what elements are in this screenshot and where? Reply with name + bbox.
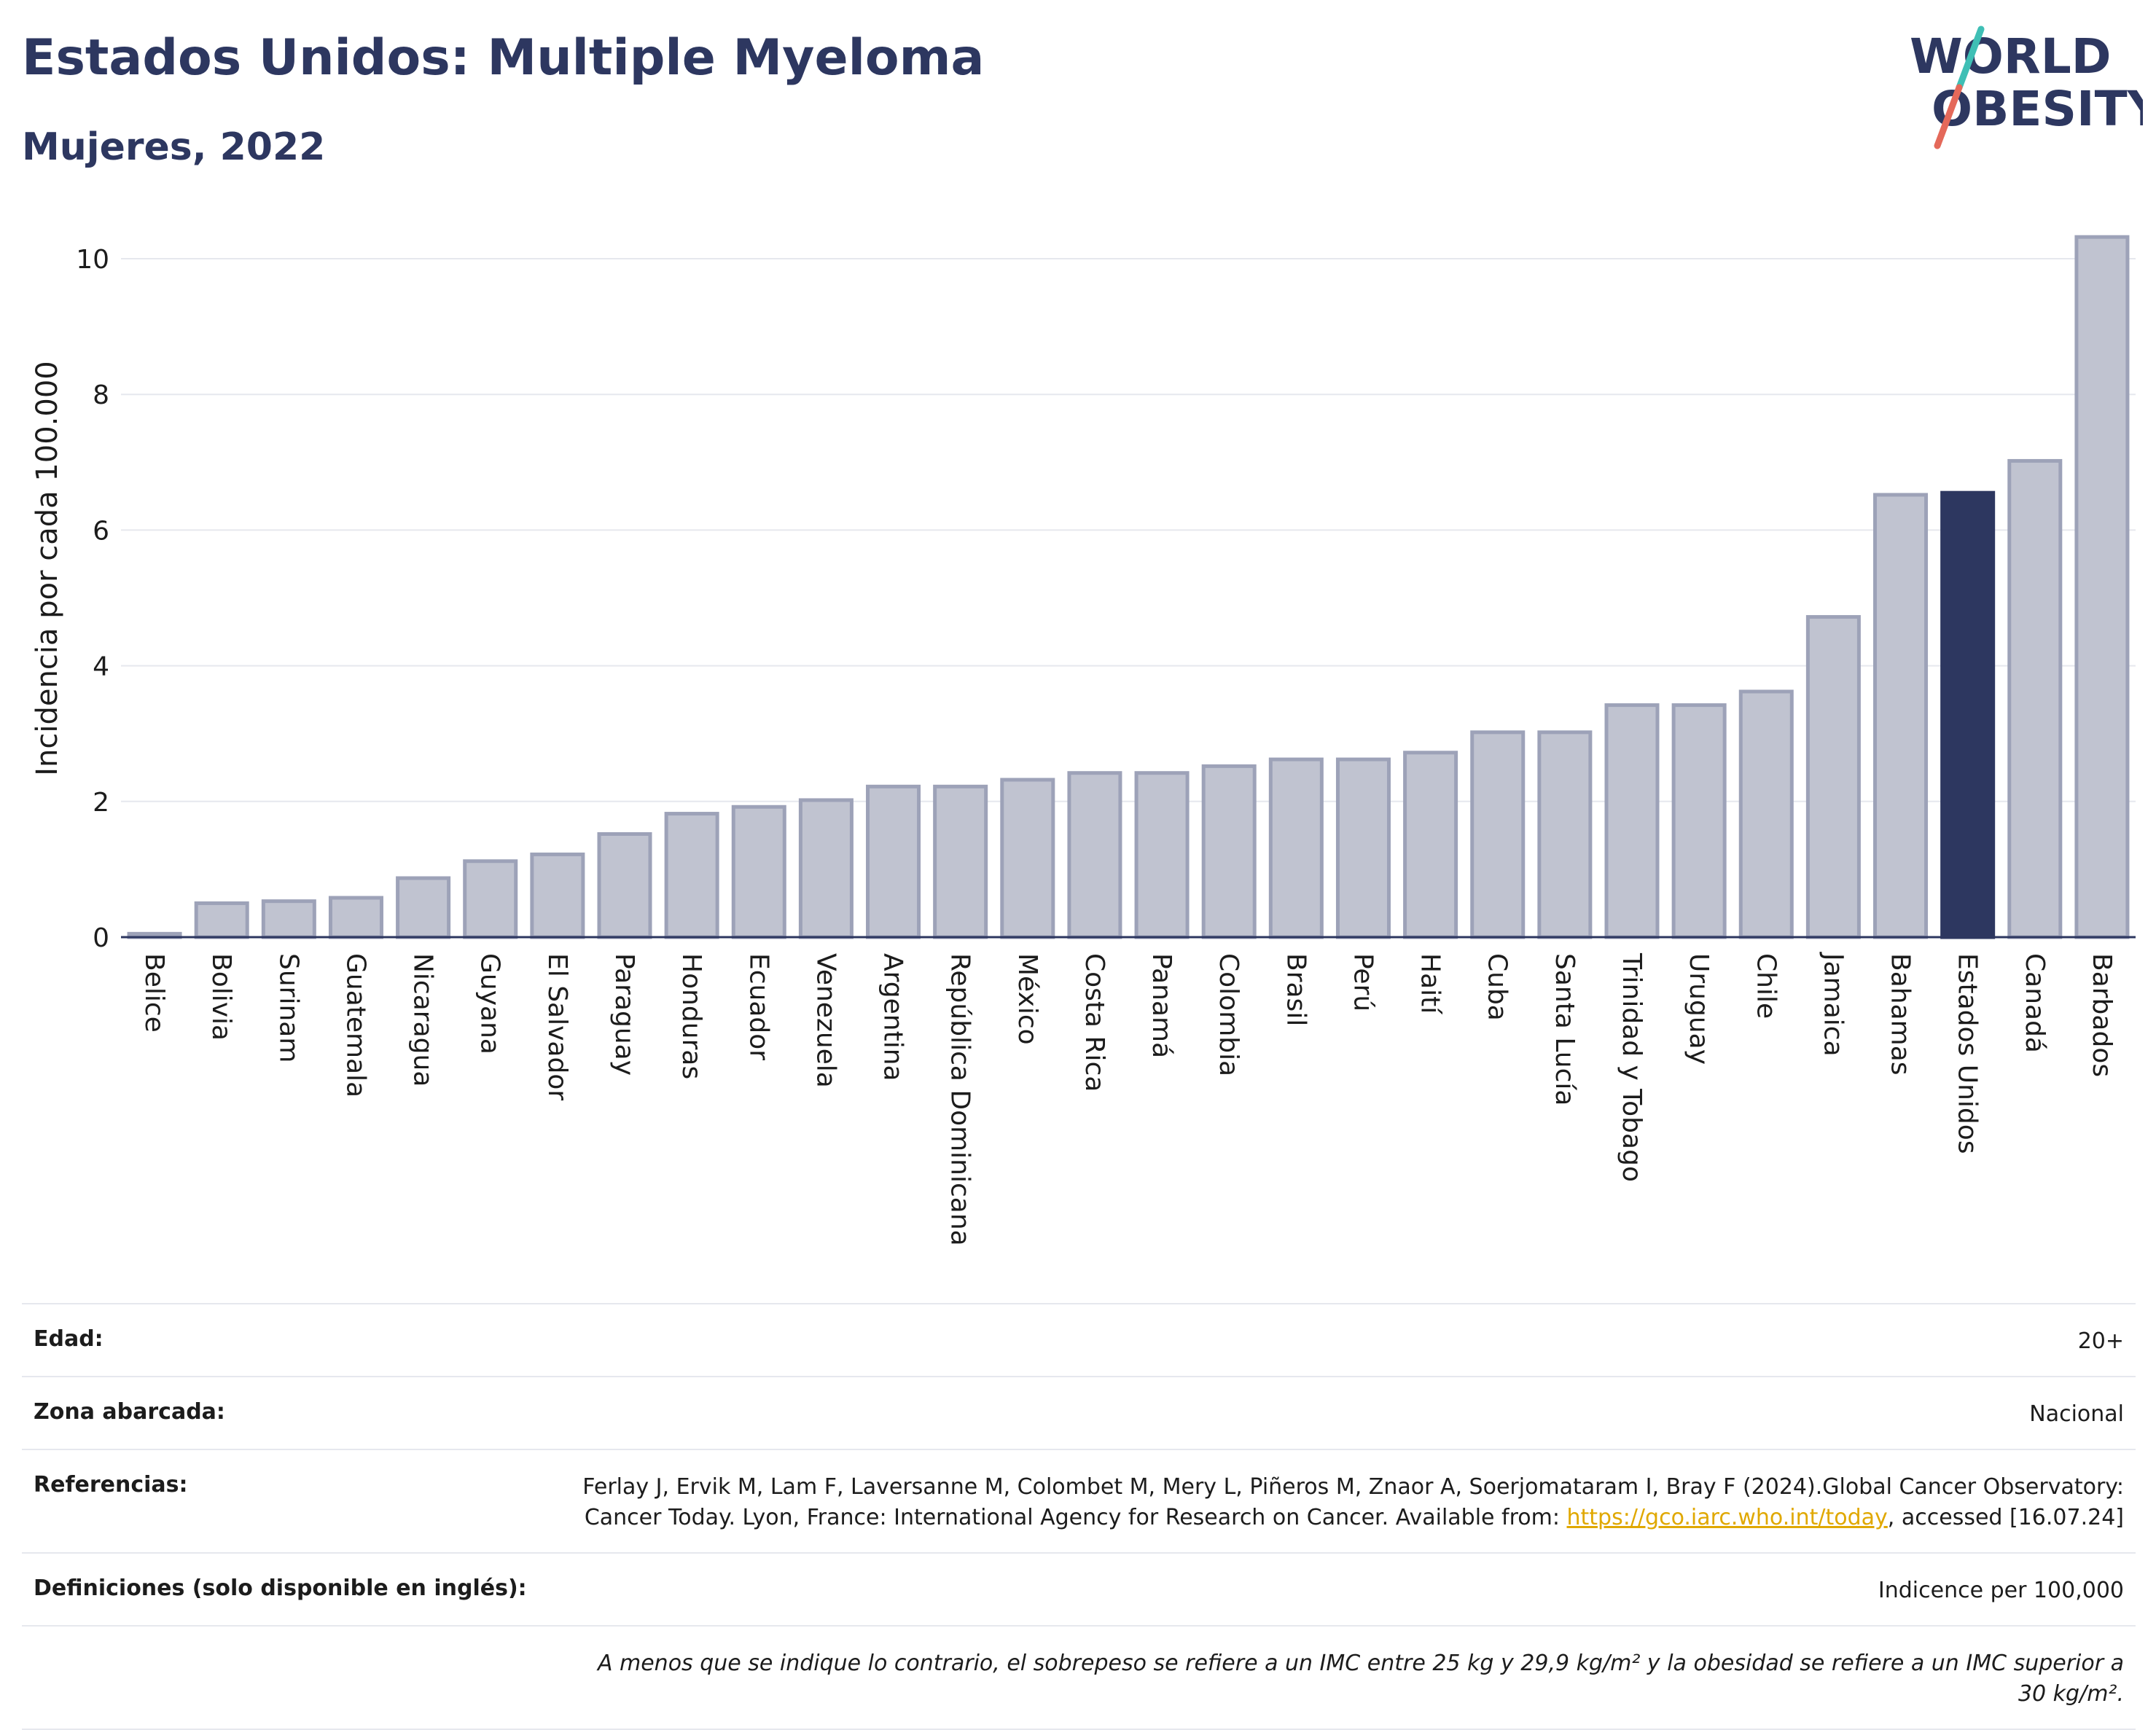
info-row-age: Edad: 20+ [22, 1303, 2136, 1376]
x-tick-label: Paraguay [609, 953, 639, 1076]
bar [194, 901, 249, 939]
footnote: A menos que se indique lo contrario, el … [597, 1651, 2124, 1707]
bar [2007, 458, 2063, 939]
x-tick-label: Santa Lucía [1550, 953, 1579, 1105]
world-obesity-logo: WORLD OBESITY [1910, 26, 2143, 149]
x-tick-labels: Belice Bolivia Surinam Guatemala Nicaragua Gu… [139, 952, 2117, 1246]
logo-line-2: OBESITY [1932, 81, 2143, 137]
bar [1268, 757, 1324, 939]
bar [261, 899, 316, 939]
y-tick-label: 8 [93, 380, 109, 410]
references-link[interactable]: https://gco.iarc.who.int/today [1566, 1505, 1888, 1530]
references-accessed: , accessed [16.07.24] [1887, 1505, 2124, 1530]
y-tick-label: 6 [93, 516, 109, 546]
logo-slash-bottom [1934, 84, 1963, 149]
info-table: Edad: 20+ Zona abarcada: Nacional Refere… [22, 1303, 2136, 1730]
bar [1134, 771, 1190, 939]
info-row-definitions: Definiciones (solo disponible en inglés)… [22, 1552, 2136, 1625]
bar [933, 784, 988, 939]
bars [127, 235, 2130, 939]
x-tick-label: Honduras [676, 953, 706, 1079]
logo-slash-top [1956, 26, 1985, 91]
x-tick-label: Canadá [2020, 953, 2050, 1053]
x-tick-label: Cuba [1483, 953, 1512, 1021]
y-tick-label: 0 [93, 923, 109, 953]
bar-chart: 0 2 4 6 8 10 Belice Bolivia Surinam Guatemala Nic… [31, 235, 2136, 1246]
x-tick-label: Brasil [1281, 953, 1311, 1026]
bar [1537, 730, 1593, 939]
bar [463, 859, 518, 939]
x-tick-label: Estados Unidos [1953, 953, 1983, 1154]
age-label: Edad: [34, 1326, 103, 1352]
bar [1335, 757, 1391, 939]
grid-lines [121, 258, 2136, 802]
info-row-note: A menos que se indique lo contrario, el … [22, 1625, 2136, 1730]
x-tick-label: Belice [139, 953, 169, 1033]
bar [1940, 490, 1996, 939]
definitions-label: Definiciones (solo disponible en inglés)… [34, 1576, 527, 1601]
definitions-value: Indicence per 100,000 [1878, 1578, 2124, 1603]
references-label: Referencias: [34, 1472, 188, 1498]
page-title: Estados Unidos: Multiple Myeloma [22, 29, 985, 87]
x-tick-label: Chile [1751, 953, 1781, 1019]
bar [1067, 771, 1122, 939]
x-tick-label: Ecuador [743, 953, 773, 1060]
bar [1201, 764, 1257, 939]
x-tick-label: Argentina [878, 953, 908, 1081]
x-tick-label: El Salvador [542, 953, 572, 1100]
x-tick-label: Uruguay [1684, 953, 1714, 1065]
x-tick-label: Colombia [1214, 953, 1243, 1076]
x-tick-label: Panamá [1147, 953, 1176, 1058]
y-tick-label: 10 [76, 245, 109, 275]
bar [866, 784, 921, 939]
y-axis-label: Incidencia por cada 100.000 [31, 361, 64, 776]
bar [1671, 703, 1727, 939]
references-text: Ferlay J, Ervik M, Lam F, Laversanne M, … [582, 1474, 2124, 1530]
x-tick-label: República Dominicana [945, 953, 975, 1246]
x-tick-label: Costa Rica [1079, 953, 1109, 1092]
bar [1470, 730, 1526, 939]
x-tick-label: Barbados [2087, 953, 2117, 1077]
x-tick-label: Bolivia [206, 953, 236, 1041]
bar [328, 896, 383, 939]
age-value: 20+ [2077, 1328, 2124, 1354]
bar [530, 852, 585, 939]
x-tick-label: Venezuela [811, 953, 840, 1088]
x-tick-label: Perú [1348, 953, 1378, 1011]
x-tick-label: Guatemala [340, 953, 370, 1097]
y-tick-label: 4 [93, 652, 109, 682]
logo-line-1: WORLD [1910, 28, 2112, 85]
y-tick-labels: 0 2 4 6 8 10 [76, 245, 109, 953]
bar [1738, 689, 1794, 939]
x-tick-label: Nicaragua [408, 953, 438, 1087]
bar [1000, 778, 1055, 939]
y-tick-label: 2 [93, 788, 109, 818]
bar [1873, 493, 1929, 939]
bar [1403, 751, 1458, 939]
zone-value: Nacional [2029, 1401, 2124, 1427]
x-tick-label: México [1012, 953, 1042, 1045]
x-tick-label: Bahamas [1886, 953, 1915, 1076]
bar [396, 876, 451, 939]
info-row-references: Referencias: Ferlay J, Ervik M, Lam F, L… [22, 1449, 2136, 1552]
bar [1805, 615, 1861, 939]
bar [597, 831, 652, 939]
bar [798, 798, 854, 939]
x-tick-label: Guyana [475, 953, 505, 1054]
zone-label: Zona abarcada: [34, 1399, 225, 1425]
x-tick-label: Trinidad y Tobago [1617, 952, 1647, 1182]
x-tick-label: Surinam [273, 953, 303, 1062]
info-row-zone: Zona abarcada: Nacional [22, 1376, 2136, 1449]
x-tick-label: Jamaica [1818, 952, 1848, 1057]
bar [664, 812, 719, 939]
bar [731, 805, 786, 939]
x-tick-label: Haití [1415, 953, 1445, 1014]
bar [2074, 235, 2130, 939]
page-subtitle: Mujeres, 2022 [22, 125, 326, 169]
references-value: Ferlay J, Ervik M, Lam F, Laversanne M, … [22, 1450, 2136, 1552]
bar [1604, 703, 1660, 939]
